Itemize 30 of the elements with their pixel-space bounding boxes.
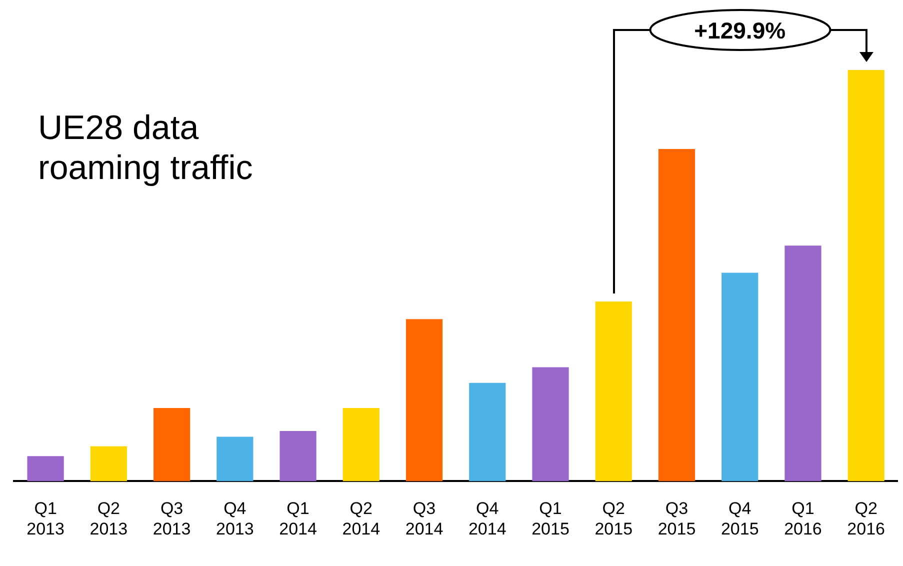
bar: [342, 408, 380, 482]
bar: [848, 70, 884, 482]
x-tick-label: Q3 2013: [152, 499, 191, 538]
x-tick-label: Q2 2016: [847, 499, 886, 538]
bar: [469, 382, 506, 482]
bar: [406, 319, 443, 482]
x-tick-label: Q1 2014: [279, 499, 317, 538]
x-tick-label: Q3 2014: [405, 499, 444, 538]
x-tick-label: Q1 2013: [26, 499, 64, 538]
bar: [784, 246, 822, 482]
bar: [658, 148, 696, 482]
x-tick-label: Q1 2015: [532, 499, 570, 538]
x-tick-label: Q1 2016: [784, 499, 822, 538]
x-tick-label: Q2 2015: [594, 499, 633, 538]
bar: [595, 302, 632, 482]
x-tick-label: Q4 2013: [216, 499, 254, 538]
x-tick-label: Q3 2015: [658, 499, 696, 538]
bar: [532, 367, 569, 482]
bar: [153, 408, 190, 482]
x-tick-label: Q2 2014: [342, 499, 380, 538]
bar: [722, 272, 758, 482]
x-tick-label: Q2 2013: [90, 499, 128, 538]
bar: [90, 446, 127, 482]
bar: [216, 436, 254, 482]
x-tick-label: Q4 2014: [468, 499, 506, 538]
x-tick-label: Q4 2015: [720, 499, 759, 538]
text: UE28 data roaming traffic: [38, 108, 254, 188]
text: +129.9%: [694, 18, 786, 44]
bar: [280, 431, 316, 482]
bar: [27, 456, 64, 482]
